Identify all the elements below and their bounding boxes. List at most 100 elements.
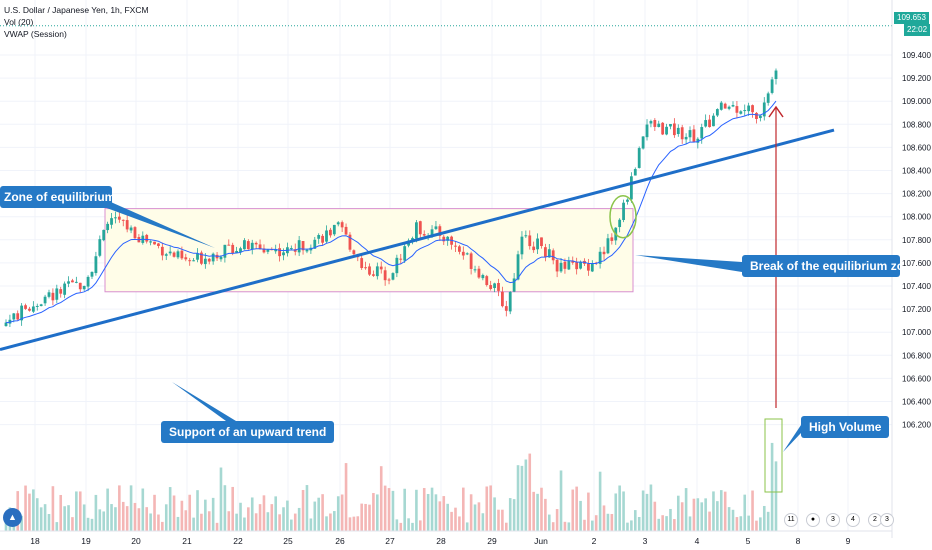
candle-body [149,241,153,243]
price-tick-label: 107.400 [902,282,931,291]
candle-body [700,127,704,139]
candle-body [375,266,379,277]
price-tick-label: 109.400 [902,51,931,60]
candle-body [602,251,606,255]
event-flag-icon[interactable]: 11 [784,513,798,527]
candle-body [352,250,356,255]
candle-body [434,226,438,229]
candle-body [489,285,493,289]
support-trend-callout[interactable]: Support of an upward trend [161,421,335,443]
volume-bar [723,491,727,531]
volume-bar [481,513,485,531]
candle-body [133,227,137,239]
break-zone-callout[interactable]: Break of the equilibrium zone [742,255,900,277]
candle-body [446,236,450,241]
candle-body [321,235,324,243]
candle-body [196,253,199,260]
candle-body [692,129,696,142]
candle-body [579,261,582,269]
candle-body [563,261,567,269]
callout-pointers [104,199,801,452]
candle-body [465,253,469,255]
candle-body [422,234,426,236]
event-flag-icon[interactable]: ● [806,513,820,527]
volume-bar [172,495,176,531]
volume-bar [739,516,743,531]
candle-body [626,199,629,202]
event-count: 4 [851,516,855,523]
price-tick-label: 108.600 [902,143,931,152]
volume-bar [547,514,551,531]
candle-body [39,304,43,307]
high-volume-box [764,418,783,493]
volume-bar [286,500,289,531]
candle-body [504,306,508,311]
volume-bar [360,503,363,531]
volume-bar [387,488,391,531]
candle-body [301,241,305,251]
price-tick-label: 107.200 [902,305,931,314]
candle-body [735,106,739,113]
event-flag-icon[interactable]: 3 [880,513,894,527]
volume-bar [149,513,152,531]
volume-bar [458,516,461,531]
volume-bar [372,493,375,531]
volume-bar [774,461,778,531]
candle-body [71,280,74,283]
volume-bar [184,510,188,531]
candle-body [305,249,309,252]
zone-of-equilibrium-callout[interactable]: Zone of equilibrium [0,186,112,208]
volume-bar [114,507,117,531]
vwap-indicator-label[interactable]: VWAP (Session) [4,29,67,39]
candle-body [653,120,657,127]
price-tick-label: 106.200 [902,421,931,430]
event-count: 2 [873,516,877,523]
price-tick-label: 109.000 [902,97,931,106]
volume-bar [243,517,246,531]
volume-bar [164,504,168,531]
volume-bar [442,496,446,531]
candle-body [715,109,719,116]
candle-body [329,229,332,236]
volume-bar [438,501,442,531]
candle-body [606,238,610,254]
candle-body [278,248,282,257]
volume-indicator-label[interactable]: Vol (20) [4,17,34,27]
volume-bar [106,488,109,531]
volume-bar [333,511,336,531]
high-volume-callout[interactable]: High Volume [801,416,890,438]
tradingview-logo-icon[interactable]: ▲ [3,508,22,527]
volume-bar [762,505,766,531]
candle-body [618,219,622,228]
price-tick-label: 109.200 [902,74,931,83]
volume-bar [227,511,231,531]
volume-bar [399,522,403,531]
candle-body [723,103,727,109]
candle-body [430,229,434,237]
price-tick-label: 106.400 [902,398,931,407]
volume-bar [51,486,55,531]
candle-body [610,237,614,241]
volume-bar [477,502,481,531]
volume-bar [297,507,301,531]
candle-body [336,222,340,225]
candle-body [403,246,407,261]
candle-body [117,216,121,220]
break-callout-pointer [635,255,742,272]
event-flag-icon[interactable]: 4 [846,513,860,527]
candle-body [672,123,676,136]
volume-bar [133,502,137,531]
event-flag-icon[interactable]: 3 [826,513,840,527]
volume-bar [540,487,543,531]
candle-body [696,138,700,143]
candle-body [418,221,422,235]
candle-body [51,292,55,301]
candle-body [78,282,82,290]
time-tick-label: 28 [436,536,446,546]
volume-bar [63,506,66,531]
volume-bar [395,519,399,531]
candle-body [442,236,446,242]
volume-bar [118,485,121,531]
volume-bar [692,498,696,531]
candle-body [86,276,90,287]
